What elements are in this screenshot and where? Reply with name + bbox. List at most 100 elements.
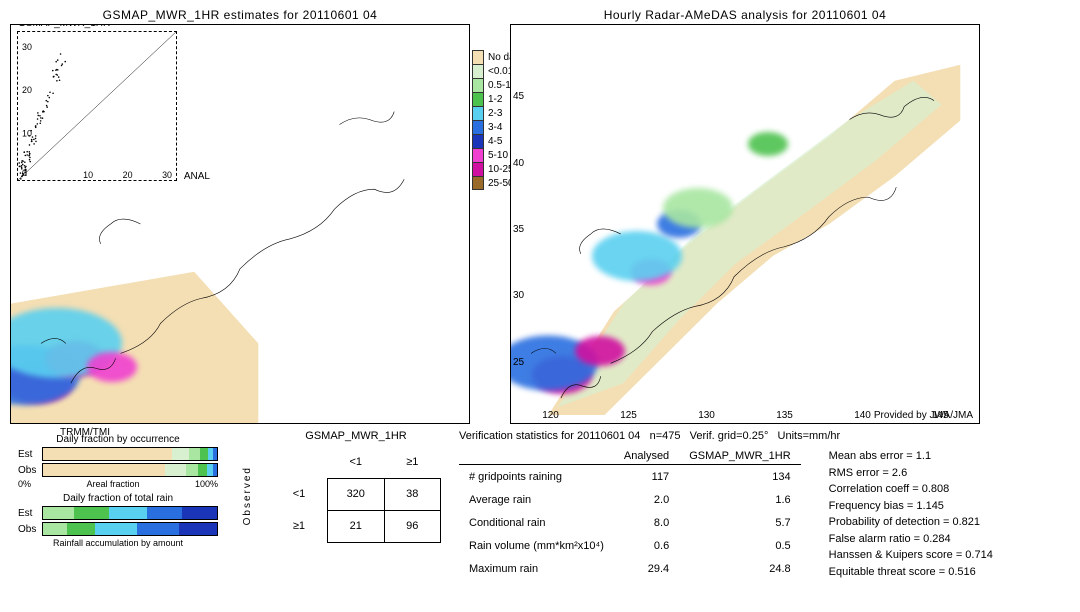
contingency-table: <1≥1 <1 320 38 ≥1 21 96 xyxy=(271,446,441,543)
bar-segment xyxy=(186,464,198,476)
metric-row: Equitable threat score = 0.516 xyxy=(829,564,993,581)
stat-label: Rain volume (mm*km²x10⁴) xyxy=(459,534,614,557)
legend-swatch xyxy=(472,92,484,106)
stats-panel: Verification statistics for 20110601 04 … xyxy=(459,430,1070,580)
right-map-panel: Hourly Radar-AMeDAS analysis for 2011060… xyxy=(510,8,980,424)
legend-label: 3-4 xyxy=(488,122,502,133)
legend-swatch xyxy=(472,78,484,92)
table-row: Maximum rain29.424.8 xyxy=(459,557,801,580)
bar-segment xyxy=(189,448,199,460)
legend-swatch xyxy=(472,148,484,162)
legend-swatch xyxy=(472,120,484,134)
xtick: 120 xyxy=(542,410,559,421)
metrics-list: Mean abs error = 1.1RMS error = 2.6Corre… xyxy=(829,448,993,580)
svg-text:20: 20 xyxy=(22,85,32,95)
svg-text:20: 20 xyxy=(123,170,133,180)
right-map-title: Hourly Radar-AMeDAS analysis for 2011060… xyxy=(510,8,980,22)
stat-b: 24.8 xyxy=(679,557,800,580)
ytick: 40 xyxy=(513,158,524,169)
left-map-title: GSMAP_MWR_1HR estimates for 20110601 04 xyxy=(10,8,470,22)
legend-label: 1-2 xyxy=(488,94,502,105)
bar-segment xyxy=(43,523,67,535)
pct0: 0% xyxy=(18,479,31,489)
pct100: 100% xyxy=(195,479,218,489)
xtick: 140 xyxy=(854,410,871,421)
legend-label: 0.5-1 xyxy=(488,80,511,91)
metric-row: Mean abs error = 1.1 xyxy=(829,448,993,465)
est-label: Est xyxy=(18,449,42,460)
stats-units: Units=mm/hr xyxy=(778,430,841,442)
bar-segment xyxy=(200,448,209,460)
bar-segment xyxy=(43,507,74,519)
legend-swatch xyxy=(472,162,484,176)
bar-segment xyxy=(137,523,179,535)
legend-swatch xyxy=(472,106,484,120)
stats-header: Verification statistics for 20110601 04 … xyxy=(459,430,1070,442)
bar-segment xyxy=(198,464,207,476)
xtick: 135 xyxy=(776,410,793,421)
provided-by: Provided by JWA/JMA xyxy=(874,410,973,421)
ct-row-lt: <1 xyxy=(271,478,327,510)
legend-swatch xyxy=(472,50,484,64)
legend-label: 4-5 xyxy=(488,136,502,147)
bar-segment xyxy=(43,464,165,476)
stat-label: # gridpoints raining xyxy=(459,465,614,489)
left-map: GSMAP_MWR_1HR 30 20 10 0 10 20 30 ANAL xyxy=(10,24,470,424)
sensor-label: TRMM/TMI xyxy=(60,427,110,438)
table-row: Conditional rain8.05.7 xyxy=(459,511,801,534)
anal-label: ANAL xyxy=(184,171,210,182)
xtick: 125 xyxy=(620,410,637,421)
stat-a: 29.4 xyxy=(614,557,679,580)
bar-segment xyxy=(67,523,95,535)
ct-col-lt: <1 xyxy=(327,446,384,478)
stat-a: 117 xyxy=(614,465,679,489)
bar-segment xyxy=(43,448,172,460)
metric-row: False alarm ratio = 0.284 xyxy=(829,531,993,548)
xtick: 130 xyxy=(698,410,715,421)
obs-label: Obs xyxy=(18,465,42,476)
bar-segment xyxy=(147,507,182,519)
legend-label: 2-3 xyxy=(488,108,502,119)
stat-b: 1.6 xyxy=(679,488,800,511)
inset-scatter: GSMAP_MWR_1HR 30 20 10 0 10 20 30 ANAL xyxy=(17,31,177,181)
ct-11: 96 xyxy=(384,510,440,542)
stats-table: AnalysedGSMAP_MWR_1HR # gridpoints raini… xyxy=(459,448,801,580)
stats-n: n=475 xyxy=(650,430,681,442)
stat-b: 5.7 xyxy=(679,511,800,534)
stat-label: Average rain xyxy=(459,488,614,511)
est-label-2: Est xyxy=(18,508,42,519)
contingency-title: GSMAP_MWR_1HR xyxy=(271,430,441,442)
bar-segment xyxy=(109,507,147,519)
bar-segment xyxy=(172,448,189,460)
ytick: 45 xyxy=(513,91,524,102)
tot-est-bar xyxy=(42,506,218,520)
metric-row: Frequency bias = 1.145 xyxy=(829,498,993,515)
legend-swatch xyxy=(472,134,484,148)
ct-col-ge: ≥1 xyxy=(384,446,440,478)
legend-swatch xyxy=(472,64,484,78)
ct-10: 21 xyxy=(327,510,384,542)
stats-col-a: Analysed xyxy=(614,448,679,465)
stat-label: Conditional rain xyxy=(459,511,614,534)
table-row: Rain volume (mm*km²x10⁴)0.60.5 xyxy=(459,534,801,557)
ytick: 20 xyxy=(513,423,524,424)
tot-obs-bar xyxy=(42,522,218,536)
svg-text:10: 10 xyxy=(22,129,32,139)
occ-obs-bar xyxy=(42,463,218,477)
stat-a: 8.0 xyxy=(614,511,679,534)
metric-row: Correlation coeff = 0.808 xyxy=(829,481,993,498)
bar-segment xyxy=(95,523,137,535)
bar-segment xyxy=(165,464,186,476)
bar-segment xyxy=(74,507,109,519)
stat-a: 0.6 xyxy=(614,534,679,557)
tot-title: Daily fraction of total rain xyxy=(18,493,218,504)
svg-text:30: 30 xyxy=(22,42,32,52)
metric-row: RMS error = 2.6 xyxy=(829,465,993,482)
ytick: 30 xyxy=(513,290,524,301)
ct-row-ge: ≥1 xyxy=(271,510,327,542)
areal-frac: Areal fraction xyxy=(86,479,139,489)
svg-text:30: 30 xyxy=(162,170,172,180)
bar-segment xyxy=(207,464,214,476)
legend-swatch xyxy=(472,176,484,190)
coastline-right xyxy=(511,25,979,423)
